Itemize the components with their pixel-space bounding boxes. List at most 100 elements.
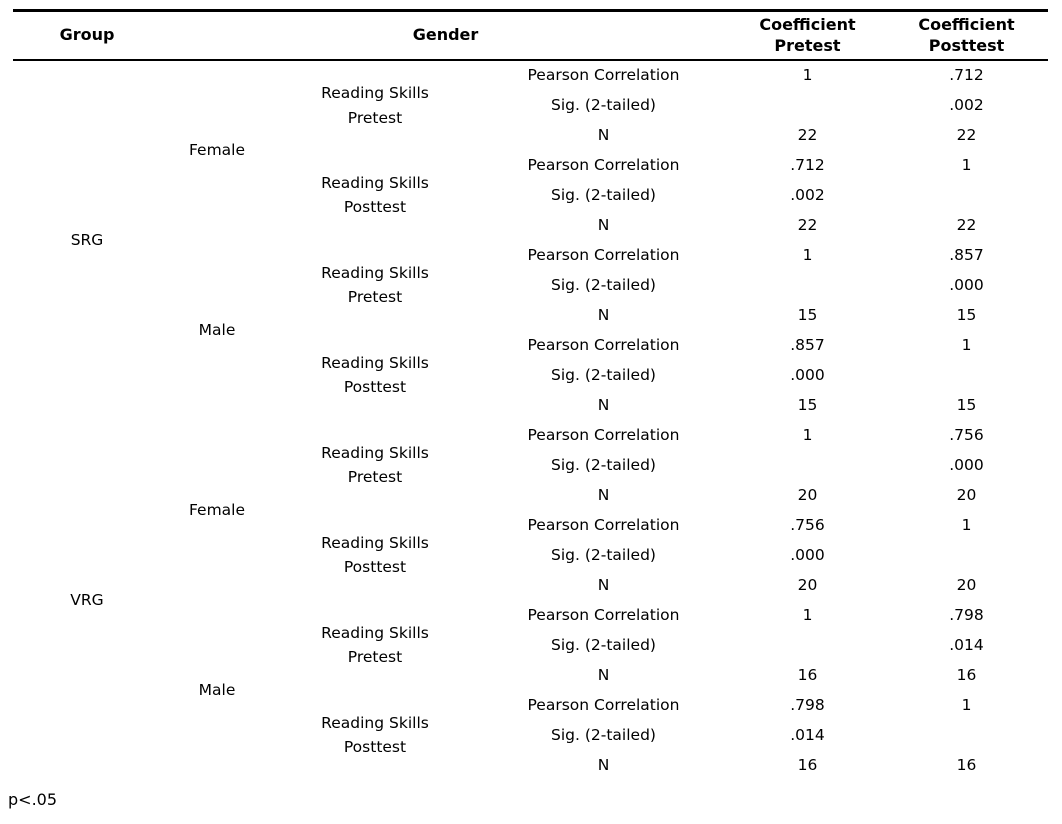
table-row: Sig. (2-tailed) .014 — [13, 630, 1048, 660]
posttest-value: 1 — [961, 515, 972, 534]
test-label: Reading Skills Posttest — [321, 353, 429, 396]
table-row: N 20 20 — [13, 570, 1048, 600]
posttest-value: .002 — [949, 95, 984, 114]
posttest-value: 1 — [961, 695, 972, 714]
posttest-value: 1 — [961, 155, 972, 174]
pretest-value: .000 — [790, 545, 825, 564]
posttest-value: 1 — [961, 335, 972, 354]
header-gender: Gender — [161, 9, 730, 61]
header-row: Group Gender Coefficient Pretest Coeffic… — [13, 9, 1048, 61]
measure-label: Sig. (2-tailed) — [551, 455, 656, 474]
measure-label: Pearson Correlation — [527, 425, 680, 444]
measure-label: Sig. (2-tailed) — [551, 185, 656, 204]
pretest-value — [730, 270, 885, 300]
table-row: Sig. (2-tailed) .000 — [13, 540, 1048, 570]
pretest-value: 22 — [797, 125, 818, 144]
posttest-value — [885, 540, 1048, 570]
posttest-value: 22 — [956, 215, 977, 234]
test-label: Reading Skills Pretest — [321, 443, 429, 486]
measure-label: N — [597, 755, 610, 774]
pretest-value: 1 — [802, 425, 813, 444]
pretest-value: 22 — [797, 215, 818, 234]
table-row: N 16 16 — [13, 750, 1048, 780]
measure-label: Pearson Correlation — [527, 66, 680, 85]
table-row: N 16 16 — [13, 660, 1048, 690]
posttest-value: .712 — [949, 66, 984, 85]
table-row: VRG Female Reading Skills Pretest Pearso… — [13, 420, 1048, 609]
pretest-value: .756 — [790, 515, 825, 534]
table-row: Sig. (2-tailed) .002 — [13, 180, 1048, 210]
posttest-value: 16 — [956, 665, 977, 684]
measure-label: Pearson Correlation — [527, 695, 680, 714]
test-label: Reading Skills Posttest — [321, 713, 429, 756]
pretest-value: 1 — [802, 605, 813, 624]
table-row: Reading Skills Posttest Pearson Correlat… — [13, 690, 1048, 756]
table-row: SRG Female Reading Skills Pretest Pearso… — [13, 60, 1048, 249]
gender-label: Male — [198, 680, 236, 699]
header-coefficient-posttest: Coefficient Posttest — [885, 9, 1048, 61]
table-row: Reading Skills Posttest Pearson Correlat… — [13, 510, 1048, 576]
measure-label: N — [597, 125, 610, 144]
posttest-value: 20 — [956, 575, 977, 594]
pretest-value: 16 — [797, 755, 818, 774]
pretest-value: 16 — [797, 665, 818, 684]
posttest-value: 16 — [956, 755, 977, 774]
measure-label: N — [597, 665, 610, 684]
measure-label: Pearson Correlation — [527, 335, 680, 354]
posttest-value: .000 — [949, 275, 984, 294]
measure-label: Pearson Correlation — [527, 605, 680, 624]
pretest-value: .857 — [790, 335, 825, 354]
measure-label: Pearson Correlation — [527, 515, 680, 534]
measure-label: Sig. (2-tailed) — [551, 635, 656, 654]
correlation-table: Group Gender Coefficient Pretest Coeffic… — [13, 9, 1048, 780]
pretest-value: .798 — [790, 695, 825, 714]
measure-label: Pearson Correlation — [527, 245, 680, 264]
posttest-value: .014 — [949, 635, 984, 654]
measure-label: N — [597, 485, 610, 504]
table-row: Reading Skills Posttest Pearson Correlat… — [13, 150, 1048, 216]
table-row: Sig. (2-tailed) .002 — [13, 90, 1048, 120]
pretest-value: 1 — [802, 66, 813, 85]
pretest-value: .002 — [790, 185, 825, 204]
measure-label: Sig. (2-tailed) — [551, 275, 656, 294]
gender-label: Female — [188, 500, 246, 519]
pretest-value: .014 — [790, 725, 825, 744]
table-row: Male Reading Skills Pretest Pearson Corr… — [13, 240, 1048, 339]
posttest-value — [885, 720, 1048, 750]
pretest-value: .000 — [790, 365, 825, 384]
test-label: Reading Skills Posttest — [321, 533, 429, 576]
posttest-value: .857 — [949, 245, 984, 264]
table-row: N 15 15 — [13, 390, 1048, 420]
significance-footnote: p<.05 — [8, 790, 58, 809]
table-row: N 20 20 — [13, 480, 1048, 510]
table-row: Sig. (2-tailed) .000 — [13, 360, 1048, 390]
posttest-value: .798 — [949, 605, 984, 624]
measure-label: Sig. (2-tailed) — [551, 95, 656, 114]
pretest-value — [730, 90, 885, 120]
posttest-value — [885, 360, 1048, 390]
posttest-value: .756 — [949, 425, 984, 444]
measure-label: Sig. (2-tailed) — [551, 725, 656, 744]
gender-label: Female — [188, 141, 246, 160]
posttest-value: 20 — [956, 485, 977, 504]
measure-label: Pearson Correlation — [527, 155, 680, 174]
posttest-value: 15 — [956, 395, 977, 414]
measure-label: N — [597, 395, 610, 414]
table-row: Reading Skills Posttest Pearson Correlat… — [13, 330, 1048, 396]
table-row: N 22 22 — [13, 210, 1048, 240]
measure-label: Sig. (2-tailed) — [551, 365, 656, 384]
pretest-value: 15 — [797, 395, 818, 414]
test-label: Reading Skills Posttest — [321, 173, 429, 216]
measure-label: N — [597, 575, 610, 594]
table-row: Male Reading Skills Pretest Pearson Corr… — [13, 600, 1048, 699]
table-row: N 15 15 — [13, 300, 1048, 330]
pretest-value: 20 — [797, 485, 818, 504]
posttest-value: .000 — [949, 455, 984, 474]
gender-label: Male — [198, 320, 236, 339]
pretest-value: 15 — [797, 305, 818, 324]
test-label: Reading Skills Pretest — [321, 84, 429, 127]
posttest-value: 15 — [956, 305, 977, 324]
table-row: Sig. (2-tailed) .014 — [13, 720, 1048, 750]
pretest-value: .712 — [790, 155, 825, 174]
